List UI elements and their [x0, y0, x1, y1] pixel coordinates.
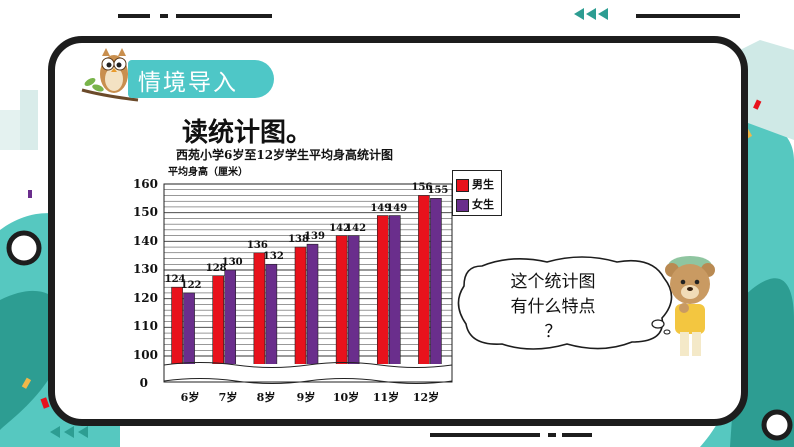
bear-mascot-icon [665, 256, 715, 356]
chart-legend: 男生 女生 [452, 170, 502, 216]
bar-value-label: 149 [370, 202, 392, 214]
y-tick-label: 120 [132, 291, 158, 305]
y-tick-label: 140 [132, 234, 158, 248]
left-circle-ornament [6, 230, 42, 266]
y-tick-label: 0 [139, 376, 148, 390]
bar-boys-4 [294, 246, 307, 383]
owl-mascot-icon [81, 48, 139, 102]
x-tick-label: 10岁 [332, 391, 360, 404]
instruction-text: 读统计图。 [182, 118, 313, 148]
bar-value-label: 155 [427, 185, 449, 197]
bubble-line-3: ？ [544, 322, 562, 342]
bar-value-label: 124 [164, 274, 186, 286]
x-tick-label: 8岁 [256, 391, 276, 404]
chart-bars [171, 195, 442, 383]
legend-swatch-boys [456, 178, 469, 192]
bar-value-label: 136 [246, 239, 268, 251]
x-tick-label: 11岁 [372, 391, 400, 404]
bar-boys-7 [418, 195, 430, 383]
bar-value-label: 130 [221, 257, 243, 268]
bubble-line-1: 这个统计图 [510, 272, 596, 292]
axis-break-top-line [163, 362, 453, 368]
bar-value-label: 142 [329, 222, 351, 234]
x-tick-label: 9岁 [296, 391, 316, 404]
bar-boys-6 [376, 215, 389, 383]
bar-boys-3 [253, 252, 266, 383]
axis-break-band [164, 364, 452, 382]
y-tick-label: 100 [132, 348, 158, 362]
y-tick-label: 150 [132, 205, 158, 219]
bubble-question: 这个统计图 有什么特点 ？ [478, 270, 628, 345]
legend-item-girls: 女生 [456, 196, 494, 212]
y-tick-label: 110 [132, 319, 158, 333]
axis-break-bottom-line [163, 378, 453, 384]
legend-swatch-girls [456, 198, 469, 212]
y-tick-label: 160 [132, 177, 158, 191]
bar-value-label: 128 [205, 262, 227, 274]
section-title: 情境导入 [138, 70, 238, 96]
x-tick-label: 6岁 [180, 391, 200, 404]
bar-value-label: 139 [304, 231, 325, 243]
bar-value-label: 132 [262, 251, 284, 263]
x-tick-label: 7岁 [218, 391, 238, 404]
section-title-banner [128, 60, 274, 98]
bar-chart [163, 183, 453, 384]
bar-value-label: 122 [180, 279, 202, 291]
bar-girls-6 [388, 215, 401, 383]
bubble-line-2: 有什么特点 [510, 297, 596, 317]
bar-girls-5 [347, 235, 360, 383]
x-tick-label: 12岁 [412, 391, 440, 404]
bar-girls-4 [306, 243, 319, 383]
legend-label-girls: 女生 [472, 198, 494, 211]
chart-title: 西苑小学6岁至12岁学生平均身高统计图 [176, 148, 394, 162]
right-circle-ornament [761, 409, 793, 441]
bar-value-label: 149 [386, 202, 408, 214]
bar-girls-7 [430, 198, 442, 383]
bar-value-label: 138 [288, 234, 309, 246]
legend-item-boys: 男生 [456, 176, 494, 192]
bar-boys-5 [335, 235, 348, 383]
bar-value-label: 142 [345, 222, 367, 234]
thought-bubble [457, 256, 673, 350]
legend-label-boys: 男生 [472, 178, 494, 191]
y-tick-label: 130 [132, 262, 158, 276]
plot-frame [163, 183, 453, 383]
y-axis-label: 平均身高（厘米） [168, 167, 248, 178]
bar-value-label: 156 [411, 182, 433, 194]
